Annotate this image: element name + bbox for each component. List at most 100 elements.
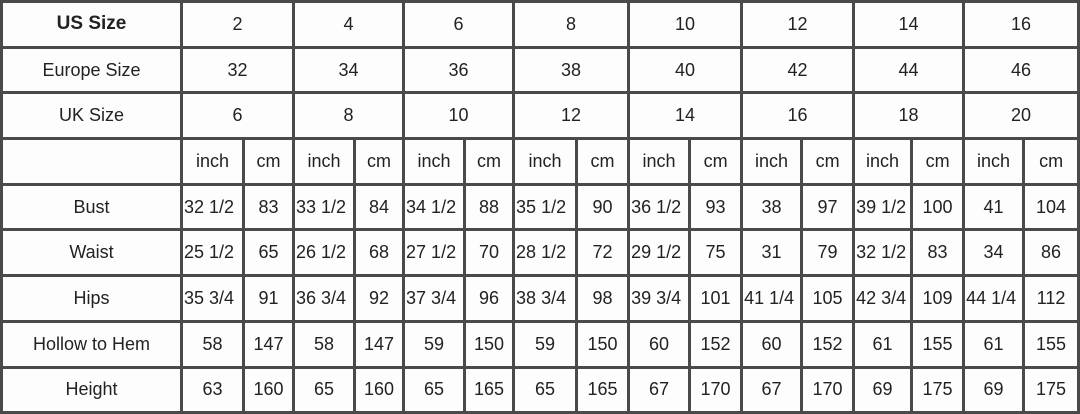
row-label: Waist [0,228,183,278]
size-value: 18 [852,91,966,141]
inch-value: 31 [740,228,804,278]
size-value: 40 [627,45,744,95]
size-value: 6 [402,0,516,49]
cm-value: 97 [800,182,856,232]
inch-value: 60 [740,319,804,369]
unit-cm: cm [241,137,296,186]
row-label: UK Size [0,91,183,141]
size-row: UK Size 6 8 10 12 14 16 18 20 [0,91,1080,141]
cm-value: 109 [910,274,966,323]
inch-value: 39 1/2 [852,182,914,232]
inch-value: 67 [627,365,692,414]
unit-inch: inch [180,137,245,186]
size-value: 44 [852,45,966,95]
inch-value: 69 [962,365,1026,414]
size-value: 2 [179,0,296,49]
inch-value: 35 1/2 [512,182,579,232]
size-value: 10 [627,0,744,49]
row-label: Europe Size [0,45,183,95]
inch-value: 34 1/2 [402,182,467,232]
cm-value: 170 [688,365,744,414]
size-value: 14 [852,0,966,49]
cm-value: 175 [1022,365,1080,414]
inch-value: 63 [180,365,245,414]
inch-value: 58 [292,319,357,369]
row-label: US Size [0,0,183,49]
inch-value: 61 [852,319,914,369]
inch-value: 65 [292,365,357,414]
inch-value: 58 [180,319,245,369]
measure-row: Bust 32 1/2 83 33 1/2 84 34 1/2 88 35 1/2 90 36 1… [0,182,1080,232]
cm-value: 112 [1022,274,1080,323]
inch-value: 37 3/4 [402,274,467,323]
cm-value: 175 [910,365,966,414]
size-value: 12 [740,0,856,49]
cm-value: 170 [800,365,856,414]
cm-value: 92 [353,274,406,323]
cm-value: 93 [688,182,744,232]
cm-value: 150 [463,319,516,369]
cm-value: 101 [688,274,744,323]
unit-inch: inch [962,137,1026,186]
size-value: 14 [627,91,744,141]
inch-value: 41 [962,182,1026,232]
inch-value: 59 [402,319,467,369]
cm-value: 98 [575,274,631,323]
size-row: US Size 2 4 6 8 10 12 14 16 [0,0,1080,49]
size-value: 20 [962,91,1080,141]
inch-value: 26 1/2 [292,228,357,278]
measure-row: Hips 35 3/4 91 36 3/4 92 37 3/4 96 38 3/4 98 39 3… [0,274,1080,323]
size-value: 32 [179,45,296,95]
inch-value: 33 1/2 [292,182,357,232]
measure-row: Height 63 160 65 160 65 165 65 165 67 170 67 170 69 17… [0,365,1080,414]
cm-value: 155 [910,319,966,369]
inch-value: 44 1/4 [962,274,1026,323]
size-value: 36 [402,45,516,95]
unit-cm: cm [800,137,856,186]
cm-value: 150 [575,319,631,369]
size-value: 10 [402,91,516,141]
unit-inch: inch [852,137,914,186]
row-label: Hollow to Hem [0,319,183,369]
cm-value: 88 [463,182,516,232]
unit-inch: inch [740,137,804,186]
cm-value: 70 [463,228,516,278]
inch-value: 28 1/2 [512,228,579,278]
inch-value: 65 [402,365,467,414]
cm-value: 96 [463,274,516,323]
cm-value: 90 [575,182,631,232]
cm-value: 147 [241,319,296,369]
inch-value: 65 [512,365,579,414]
size-row: Europe Size 32 34 36 38 40 42 44 46 [0,45,1080,95]
unit-cm: cm [575,137,631,186]
inch-value: 32 1/2 [180,182,245,232]
cm-value: 100 [910,182,966,232]
cm-value: 104 [1022,182,1080,232]
row-label: Height [0,365,183,414]
unit-cm: cm [1022,137,1080,186]
cm-value: 65 [241,228,296,278]
inch-value: 61 [962,319,1026,369]
inch-value: 41 1/4 [740,274,804,323]
unit-cm: cm [688,137,744,186]
size-value: 12 [512,91,631,141]
size-value: 8 [292,91,406,141]
unit-row: inch cm inch cm inch cm inch cm inch cm inch cm inch… [0,137,1080,186]
inch-value: 69 [852,365,914,414]
size-value: 16 [740,91,856,141]
size-value: 42 [740,45,856,95]
cm-value: 147 [353,319,406,369]
cm-value: 75 [688,228,744,278]
inch-value: 38 [740,182,804,232]
inch-value: 29 1/2 [627,228,692,278]
inch-value: 32 1/2 [852,228,914,278]
cm-value: 86 [1022,228,1080,278]
cm-value: 152 [688,319,744,369]
inch-value: 59 [512,319,579,369]
inch-value: 27 1/2 [402,228,467,278]
inch-value: 35 3/4 [180,274,245,323]
size-value: 38 [512,45,631,95]
cm-value: 165 [575,365,631,414]
inch-value: 34 [962,228,1026,278]
